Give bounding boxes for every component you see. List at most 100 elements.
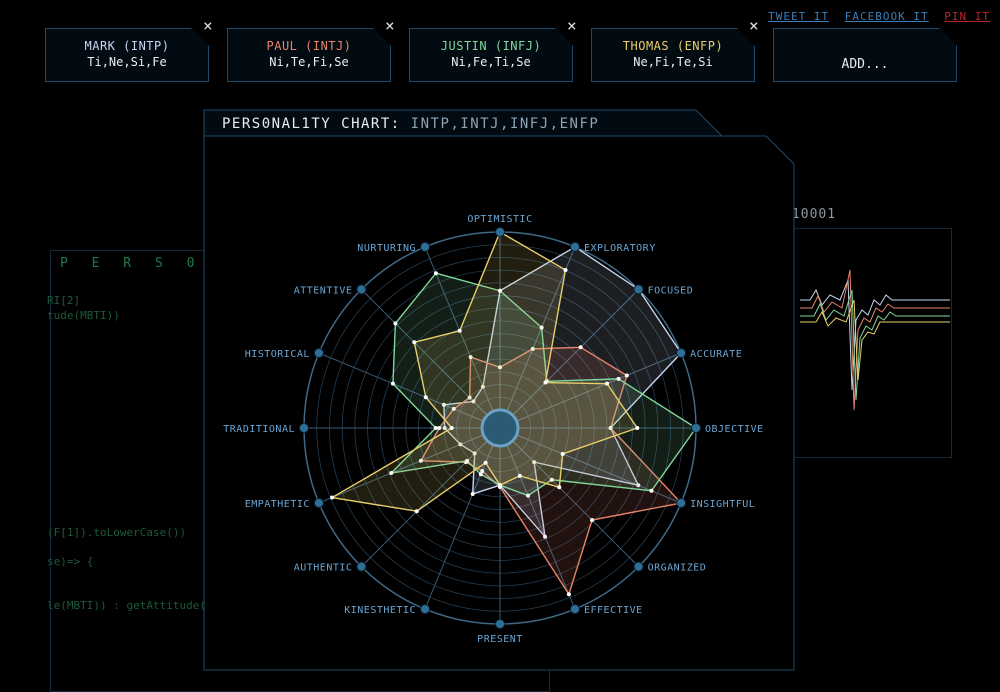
data-point [517, 473, 522, 478]
axis-label: ACCURATE [690, 349, 742, 360]
data-point [635, 426, 640, 430]
data-point [478, 472, 483, 477]
data-point [578, 345, 583, 350]
data-point [616, 376, 621, 381]
radar-chart: OPTIMISTIC EXPLORATORY FOCUSED ACCURATE OBJE… [223, 214, 764, 645]
data-point [543, 534, 548, 539]
axis-node [356, 561, 367, 572]
waveform-graphic [800, 269, 950, 411]
axis-node [570, 241, 581, 252]
data-point [549, 477, 554, 482]
axis-spoke [424, 246, 501, 429]
center-hub [480, 408, 520, 448]
data-point [480, 384, 485, 389]
axis-node [633, 561, 644, 572]
facebook-link[interactable]: FACEBOOK IT [844, 10, 929, 23]
data-point [526, 493, 531, 498]
person-card[interactable]: JUSTIN (INFJ) Ni,Fe,Ti,Se [409, 28, 573, 82]
data-point [470, 491, 475, 496]
person-functions: Ne,Fi,Te,Si [633, 55, 713, 69]
axis-spoke [499, 246, 576, 429]
axis-spoke [424, 427, 501, 610]
data-point [449, 426, 454, 430]
axis-label: EXPLORATORY [584, 243, 656, 254]
data-point [608, 426, 613, 430]
data-point [393, 321, 398, 326]
data-point [468, 355, 473, 360]
data-point [649, 488, 654, 493]
add-label: ADD... [841, 57, 889, 72]
person-card[interactable]: THOMAS (ENFP) Ne,Fi,Te,Si [591, 28, 755, 82]
data-point [530, 346, 535, 351]
axis-spoke [361, 427, 501, 567]
axis-node [419, 241, 430, 252]
data-point [539, 325, 544, 330]
axis-spoke [499, 427, 639, 567]
data-point [451, 406, 456, 411]
person-name: JUSTIN (INFJ) [440, 39, 542, 53]
axis-label: OBJECTIVE [705, 424, 764, 435]
data-point [433, 271, 438, 276]
axis-label: ATTENTIVE [294, 285, 353, 296]
data-point [590, 518, 595, 523]
axis-label: AUTHENTIC [294, 563, 353, 574]
data-point [636, 483, 641, 488]
close-icon[interactable]: × [385, 16, 395, 35]
person-name: PAUL (INTJ) [266, 39, 352, 53]
data-point [498, 365, 502, 370]
person-card[interactable]: MARK (INTP) Ti,Ne,Si,Fe [45, 28, 209, 82]
close-icon[interactable]: × [749, 16, 759, 35]
data-point [605, 381, 610, 386]
person-name: THOMAS (ENFP) [622, 39, 724, 53]
data-point [465, 458, 470, 463]
data-point [458, 442, 463, 447]
person-card[interactable]: PAUL (INTJ) Ni,Te,Fi,Se [227, 28, 391, 82]
data-point [467, 395, 472, 400]
data-point [483, 460, 488, 465]
close-icon[interactable]: × [203, 16, 213, 35]
person-functions: Ti,Ne,Si,Fe [87, 55, 167, 69]
axis-label: PRESENT [477, 634, 523, 645]
data-point [557, 485, 562, 490]
data-point [563, 267, 568, 272]
data-point [480, 468, 485, 473]
axis-label: EFFECTIVE [584, 605, 643, 616]
data-point [433, 426, 438, 430]
axis-spoke [318, 352, 501, 429]
axis-node [633, 284, 644, 295]
data-point [412, 340, 417, 345]
axis-label: INSIGHTFUL [690, 499, 755, 510]
data-point [472, 451, 477, 456]
axis-node [570, 604, 581, 615]
data-point [330, 495, 335, 500]
data-point [560, 451, 565, 456]
axis-node [495, 227, 505, 237]
add-person-button[interactable]: ADD... [773, 28, 957, 82]
axis-spoke [361, 289, 501, 429]
tweet-link[interactable]: TWEET IT [768, 10, 830, 23]
chart-title: PERS0NAL1TY CHART: INTP,INTJ,INFJ,ENFP [222, 116, 600, 132]
axis-spoke [499, 427, 576, 610]
data-point [498, 288, 502, 293]
chart-panel: PERS0NAL1TY CHART: INTP,INTJ,INFJ,ENFP [204, 110, 798, 670]
data-point [418, 458, 423, 463]
axis-label: KINESTHETIC [344, 605, 416, 616]
data-point [389, 471, 394, 476]
pin-link[interactable]: PIN IT [944, 10, 990, 23]
axis-node [419, 604, 430, 615]
person-functions: Ni,Fe,Ti,Se [451, 55, 531, 69]
data-point [390, 381, 395, 386]
close-icon[interactable]: × [567, 16, 577, 35]
axis-label: EMPATHETIC [245, 499, 310, 510]
axis-node [299, 423, 309, 433]
axis-label: FOCUSED [648, 285, 694, 296]
axis-node [495, 619, 505, 629]
axis-spoke [499, 352, 682, 429]
person-functions: Ni,Te,Fi,Se [269, 55, 349, 69]
data-point [532, 460, 537, 465]
data-point [624, 373, 629, 378]
axis-label: TRADITIONAL [223, 424, 295, 435]
axis-label: NURTURING [357, 243, 416, 254]
axis-label: HISTORICAL [245, 349, 310, 360]
axis-node [676, 347, 687, 358]
